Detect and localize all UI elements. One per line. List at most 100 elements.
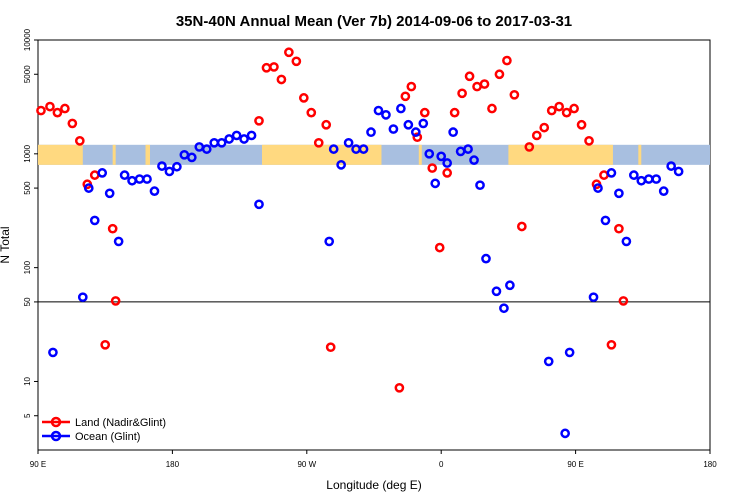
- ocean-point: [336, 160, 346, 170]
- land-point: [516, 221, 527, 232]
- land-point: [298, 93, 309, 103]
- ocean-point: [186, 152, 197, 163]
- land-point: [52, 107, 63, 118]
- ocean-point: [239, 134, 249, 144]
- land-point: [524, 142, 535, 152]
- land-point: [606, 339, 617, 350]
- x-axis-label: Longitude (deg E): [326, 478, 421, 492]
- ocean-point: [588, 292, 599, 303]
- ocean-point: [119, 170, 130, 180]
- ocean-point: [343, 137, 354, 148]
- land-point: [442, 168, 453, 178]
- y-tick-label: 500: [23, 181, 32, 195]
- y-tick-label: 1000: [23, 144, 32, 162]
- ocean-point: [469, 155, 479, 165]
- y-axis-label: N Total: [0, 226, 12, 263]
- land-point: [74, 136, 85, 146]
- ocean-point: [127, 175, 137, 186]
- ocean-point: [396, 103, 406, 114]
- x-tick-label: 90 W: [297, 460, 316, 469]
- ocean-point: [366, 127, 376, 138]
- plot-frame: [37, 39, 711, 451]
- ocean-point: [666, 161, 677, 171]
- land-point: [614, 223, 624, 234]
- land-point: [539, 122, 550, 133]
- ocean-point: [113, 236, 124, 247]
- land-point: [569, 103, 579, 114]
- land-point: [394, 382, 405, 393]
- ocean-point: [475, 180, 485, 191]
- land-point: [284, 47, 294, 58]
- land-point: [45, 101, 55, 112]
- land-point: [254, 115, 264, 126]
- ocean-point: [505, 280, 515, 291]
- ocean-point: [436, 151, 447, 162]
- ocean-point: [463, 144, 473, 154]
- ocean-point: [201, 144, 212, 154]
- land-point: [412, 132, 423, 143]
- land-point: [584, 136, 594, 146]
- land-point: [449, 107, 460, 118]
- land-point: [502, 55, 512, 66]
- ocean-point: [358, 144, 369, 154]
- ocean-point: [628, 170, 639, 180]
- x-axis: 90 E 180 90 W 0 90 E 180: [30, 450, 717, 469]
- ocean-point: [324, 236, 335, 247]
- land-point: [618, 296, 629, 306]
- x-tick-label: 180: [703, 460, 717, 469]
- x-tick-label: 90 E: [567, 460, 583, 469]
- ocean-point: [224, 134, 234, 144]
- land-point: [479, 79, 490, 89]
- land-point: [561, 107, 572, 118]
- ocean-point: [418, 118, 429, 129]
- ocean-point: [430, 178, 441, 189]
- land-point: [321, 119, 332, 130]
- ocean-point: [442, 158, 453, 168]
- land-band-segment: [638, 144, 642, 165]
- ocean-point: [621, 236, 632, 247]
- ocean-point: [157, 161, 167, 171]
- land-point: [487, 103, 497, 114]
- ocean-point: [388, 124, 399, 134]
- land-point: [576, 119, 587, 130]
- land-band-segment: [262, 144, 382, 165]
- ocean-point: [209, 137, 220, 148]
- ocean-point: [216, 137, 227, 148]
- ocean-point: [606, 168, 617, 178]
- land-point: [434, 242, 445, 253]
- data-points: [36, 47, 684, 439]
- ocean-point: [636, 175, 647, 186]
- y-tick-label: 5000: [23, 65, 32, 83]
- land-point: [100, 339, 111, 350]
- land-point: [457, 88, 467, 99]
- ocean-point: [149, 186, 160, 196]
- land-point: [494, 69, 505, 80]
- ocean-point: [481, 253, 491, 264]
- y-axis: 5 10 50 100 500 1000 5000 10000: [23, 28, 38, 418]
- series-ocean: [48, 103, 684, 439]
- ocean-point: [491, 286, 502, 297]
- ocean-point: [246, 130, 257, 141]
- ocean-point: [448, 127, 458, 138]
- ocean-point: [172, 161, 182, 172]
- ocean-point: [614, 188, 624, 199]
- ocean-point: [231, 130, 242, 141]
- land-point: [531, 130, 542, 141]
- land-band-segment: [418, 144, 422, 165]
- land-point: [269, 62, 279, 72]
- land-point: [89, 170, 100, 180]
- land-point: [261, 62, 272, 73]
- land-point: [427, 163, 438, 173]
- land-point: [107, 223, 118, 234]
- ocean-point: [104, 188, 115, 199]
- ocean-point: [600, 215, 611, 226]
- ocean-point: [643, 174, 654, 184]
- ocean-point: [424, 148, 435, 159]
- ocean-point: [593, 183, 603, 193]
- ocean-point: [77, 292, 88, 303]
- y-tick-label: 100: [23, 260, 32, 274]
- x-tick-label: 0: [439, 460, 444, 469]
- ocean-point: [403, 119, 414, 130]
- land-band-segment: [508, 144, 613, 165]
